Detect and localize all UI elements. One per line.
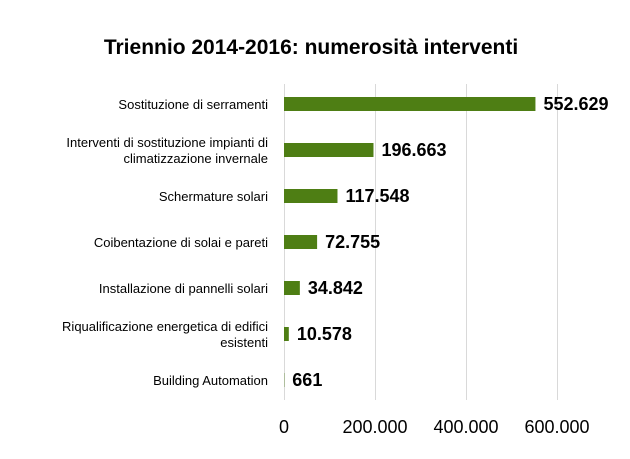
category-label: Coibentazione di solai e pareti [94, 235, 268, 250]
category-label: esistenti [220, 335, 268, 350]
bar [284, 281, 300, 295]
data-label: 10.578 [297, 324, 352, 344]
bar [284, 235, 318, 249]
bar [284, 189, 338, 203]
category-labels: Sostituzione di serramenti Interventi di … [62, 97, 268, 388]
category-label: climatizzazione invernale [123, 151, 268, 166]
category-label: Riqualificazione energetica di edifici [62, 319, 268, 334]
category-label: Building Automation [153, 373, 268, 388]
category-label: Sostituzione di serramenti [118, 97, 268, 112]
data-label: 34.842 [308, 278, 363, 298]
data-label: 117.548 [345, 186, 409, 206]
chart-title: Triennio 2014-2016: numerosità intervent… [104, 36, 518, 59]
bars [284, 97, 536, 387]
data-labels: 552.629 196.663 117.548 72.755 34.842 10.578 6… [292, 94, 608, 390]
x-tick-label: 200.000 [342, 417, 407, 437]
data-label: 72.755 [325, 232, 380, 252]
category-label: Schermature solari [159, 189, 268, 204]
bar [284, 327, 289, 341]
category-label: Installazione di pannelli solari [99, 281, 268, 296]
x-tick-label: 0 [279, 417, 289, 437]
bar [284, 143, 374, 157]
bar [284, 97, 536, 111]
data-label: 661 [292, 370, 322, 390]
x-axis-tick-labels: 0 200.000 400.000 600.000 [279, 417, 590, 437]
category-label: Interventi di sostituzione impianti di [66, 135, 268, 150]
x-tick-label: 600.000 [524, 417, 589, 437]
x-tick-label: 400.000 [433, 417, 498, 437]
data-label: 196.663 [381, 140, 446, 160]
data-label: 552.629 [543, 94, 608, 114]
